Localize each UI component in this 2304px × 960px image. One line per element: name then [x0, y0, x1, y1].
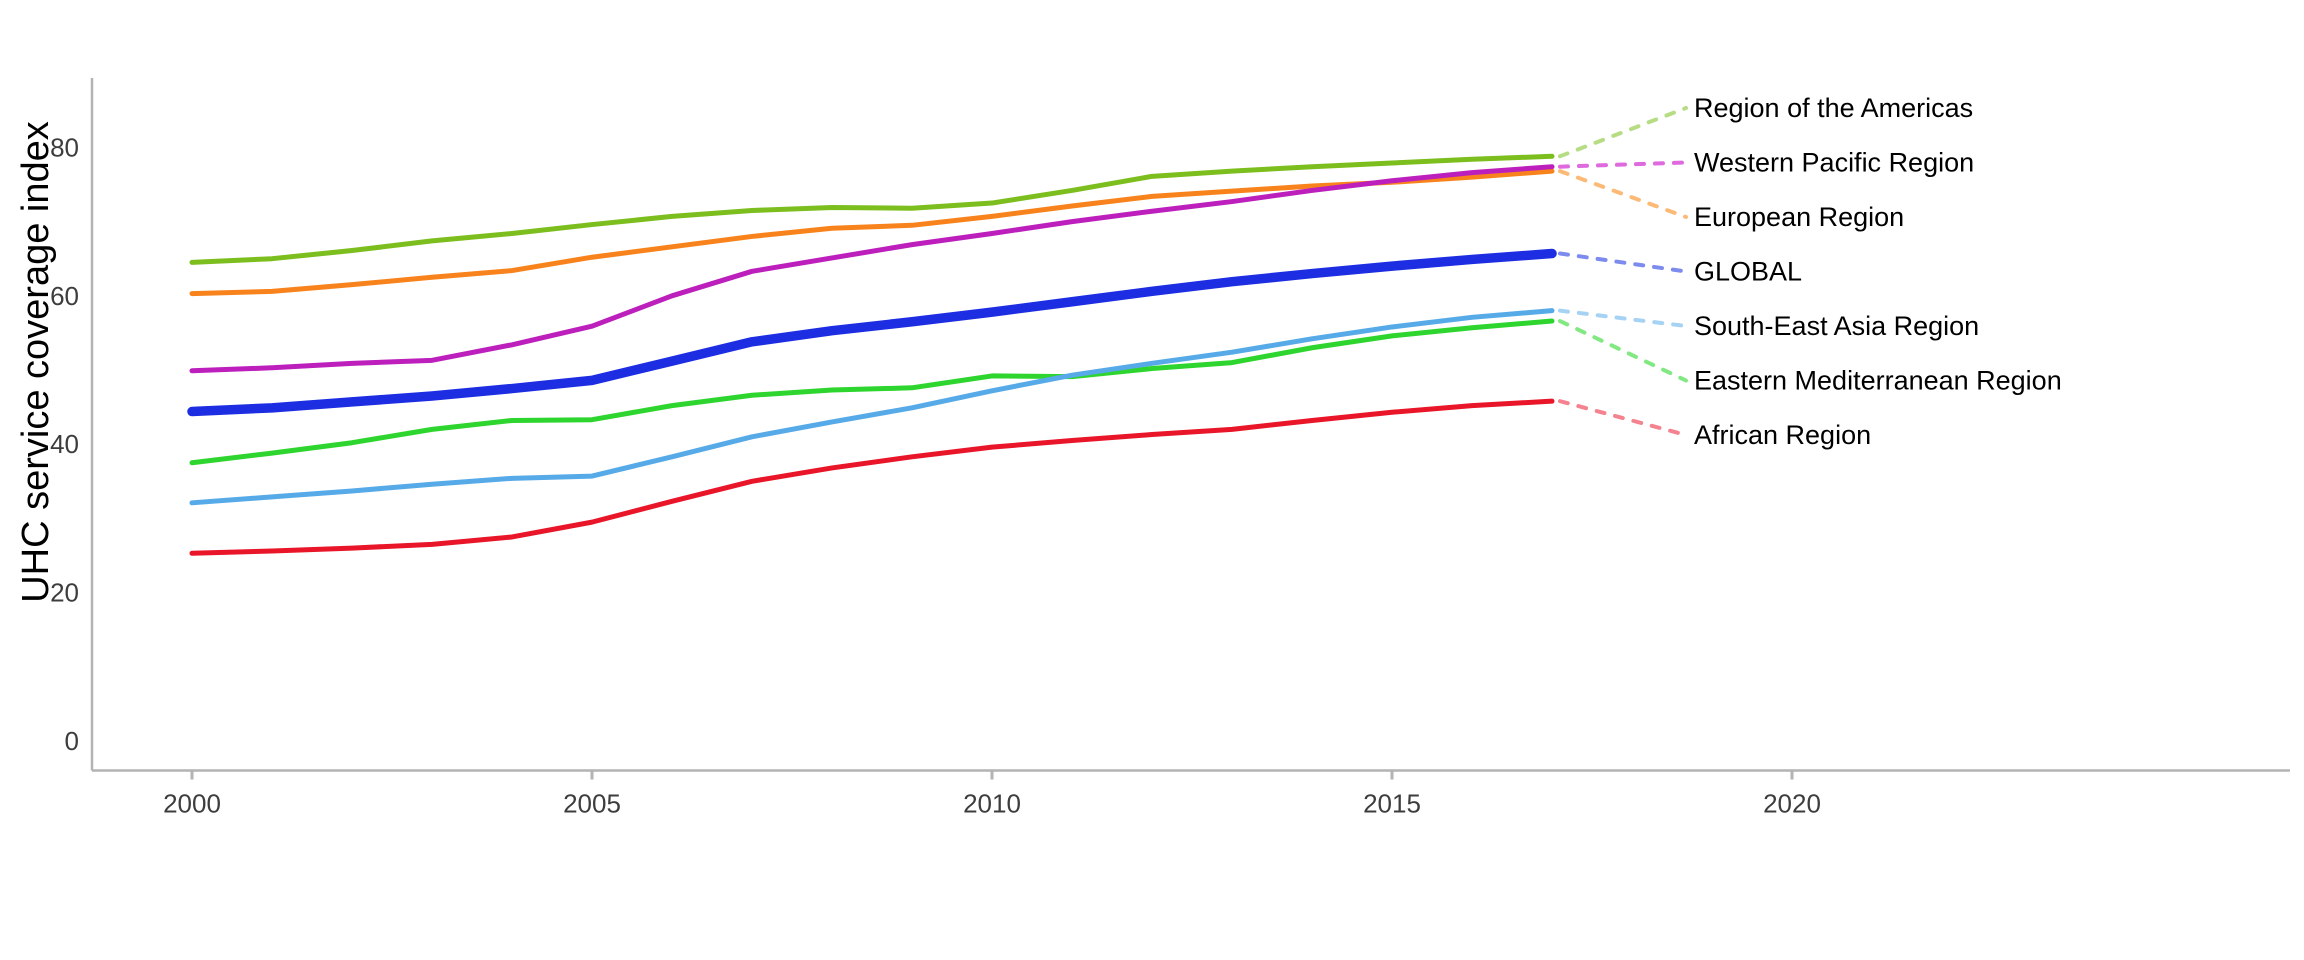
y-tick-label: 0 [65, 726, 79, 756]
legend-leader-line [1558, 399, 1688, 437]
y-tick-label: 40 [50, 429, 79, 459]
x-tick-label: 2015 [1363, 789, 1421, 819]
series-line [189, 398, 1555, 556]
series-line [189, 164, 1555, 374]
x-tick-label: 2020 [1763, 789, 1821, 819]
y-axis-title: UHC service coverage index [15, 121, 57, 603]
series-line [189, 168, 1555, 297]
legend-label: Western Pacific Region [1694, 148, 1974, 178]
x-tick-label: 2005 [563, 789, 621, 819]
y-tick-label: 60 [50, 281, 79, 311]
y-tick-label: 20 [50, 578, 79, 608]
x-tick-label: 2010 [963, 789, 1021, 819]
series-line [187, 248, 1557, 417]
series-line [189, 308, 1555, 506]
legend-leader-line [1558, 319, 1688, 383]
legend-leader-line [1558, 160, 1688, 169]
legend-leader-line [1558, 106, 1688, 159]
legend-leader-line [1558, 308, 1688, 328]
series-line [189, 318, 1555, 466]
legend-label: South-East Asia Region [1694, 311, 1979, 341]
x-tick-label: 2000 [163, 789, 221, 819]
legend-label: European Region [1694, 202, 1904, 232]
legend-label: Eastern Mediterranean Region [1694, 366, 2062, 396]
legend-label: Region of the Americas [1694, 93, 1973, 123]
legend-leader-line [1558, 251, 1688, 274]
legend-leader-line [1558, 169, 1688, 219]
legend-label: GLOBAL [1694, 257, 1802, 287]
y-tick-label: 80 [50, 132, 79, 162]
series-line [189, 153, 1555, 265]
legend-label: African Region [1694, 420, 1871, 450]
